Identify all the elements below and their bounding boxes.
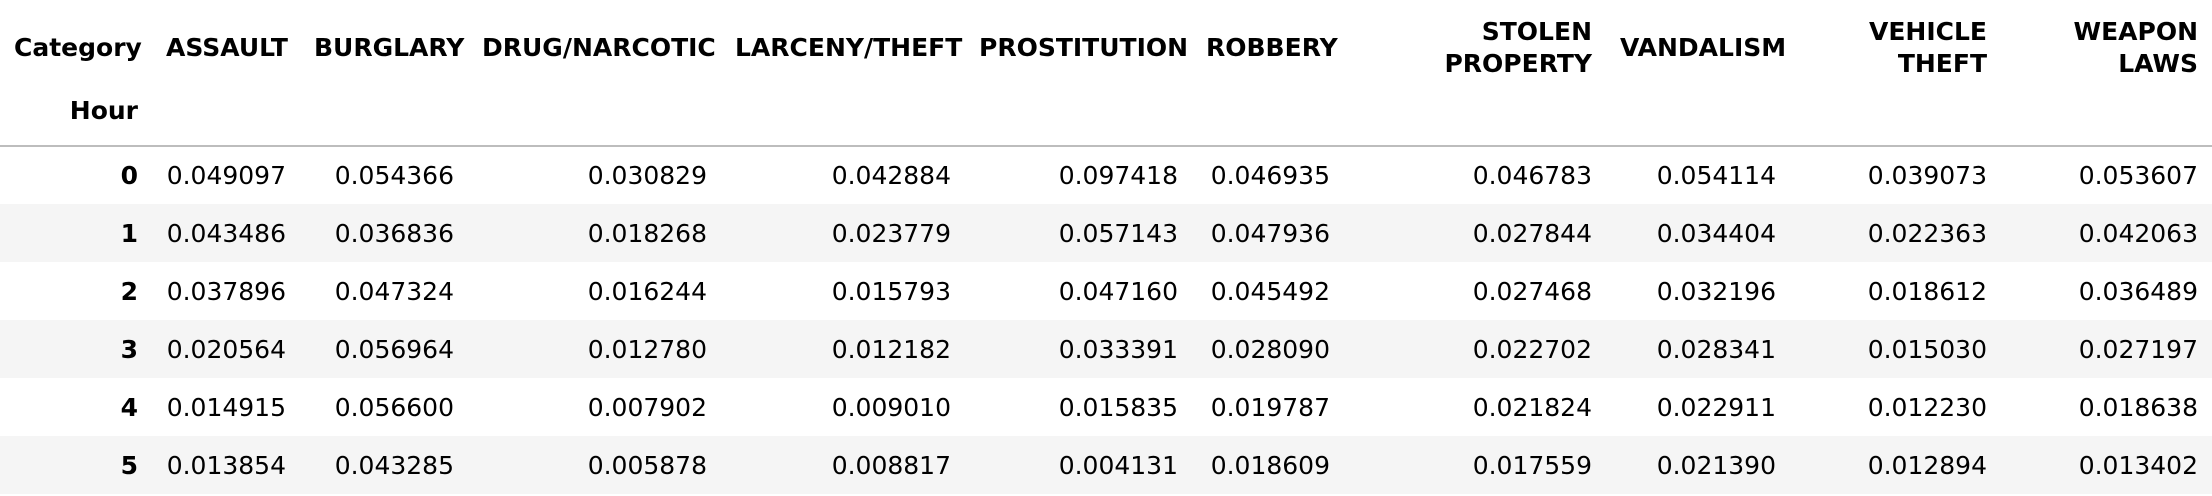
- column-header: STOLEN PROPERTY: [1444, 17, 1592, 78]
- table-cell: 0.047936: [1210, 218, 1330, 248]
- table-cell: 0.037896: [166, 276, 286, 306]
- table-row: 5 0.013854 0.043285 0.005878 0.008817 0.00413…: [0, 436, 2212, 494]
- table-cell: 0.004131: [1058, 450, 1178, 480]
- table-cell: 0.015835: [1058, 392, 1178, 422]
- table-cell: 0.022911: [1656, 392, 1776, 422]
- row-index: 4: [120, 392, 138, 422]
- table-cell: 0.030829: [587, 161, 707, 190]
- table-row: 4 0.014915 0.056600 0.007902 0.009010 0.01583…: [0, 378, 2212, 436]
- table-cell: 0.012182: [831, 334, 951, 364]
- table-row: 3 0.020564 0.056964 0.012780 0.012182 0.03339…: [0, 320, 2212, 378]
- table-cell: 0.021390: [1656, 450, 1776, 480]
- table-cell: 0.013854: [166, 450, 286, 480]
- table-cell: 0.033391: [1058, 334, 1178, 364]
- table-cell: 0.036836: [334, 218, 454, 248]
- index-header-row: Hour: [0, 88, 2212, 147]
- table-cell: 0.014915: [166, 392, 286, 422]
- table-cell: 0.005878: [587, 450, 707, 480]
- column-header: LARCENY/THEFT: [735, 33, 963, 62]
- table-cell: 0.012894: [1867, 450, 1987, 480]
- row-index: 3: [120, 334, 138, 364]
- table-cell: 0.046935: [1210, 161, 1330, 190]
- table-cell: 0.047160: [1058, 276, 1178, 306]
- table-cell: 0.016244: [587, 276, 707, 306]
- column-header: VEHICLE THEFT: [1868, 17, 1987, 78]
- row-index: 0: [120, 161, 138, 190]
- column-header-row: Category ASSAULT BURGLARY DRUG/NARCOTIC …: [0, 0, 2212, 88]
- columns-name-label: Category: [14, 33, 142, 62]
- table-cell: 0.022363: [1867, 218, 1987, 248]
- table-cell: 0.019787: [1210, 392, 1330, 422]
- table-cell: 0.042063: [2078, 218, 2198, 248]
- table-cell: 0.022702: [1472, 334, 1592, 364]
- table-cell: 0.018268: [587, 218, 707, 248]
- table-cell: 0.023779: [831, 218, 951, 248]
- table-cell: 0.036489: [2078, 276, 2198, 306]
- table-cell: 0.054366: [334, 161, 454, 190]
- column-header: ASSAULT: [166, 33, 288, 62]
- column-header: DRUG/NARCOTIC: [482, 33, 716, 62]
- column-header: BURGLARY: [314, 33, 465, 62]
- table-cell: 0.047324: [334, 276, 454, 306]
- table-cell: 0.013402: [2078, 450, 2198, 480]
- table-cell: 0.009010: [831, 392, 951, 422]
- table-cell: 0.008817: [831, 450, 951, 480]
- table-cell: 0.042884: [831, 161, 951, 190]
- table-cell: 0.018638: [2078, 392, 2198, 422]
- column-header: ROBBERY: [1206, 33, 1338, 62]
- table-row: 1 0.043486 0.036836 0.018268 0.023779 0.05714…: [0, 204, 2212, 262]
- table-cell: 0.012780: [587, 334, 707, 364]
- table-cell: 0.007902: [587, 392, 707, 422]
- table-cell: 0.018609: [1210, 450, 1330, 480]
- table-cell: 0.046783: [1472, 161, 1592, 190]
- table-cell: 0.018612: [1867, 276, 1987, 306]
- table-cell: 0.028090: [1210, 334, 1330, 364]
- table-body: 0 0.049097 0.054366 0.030829 0.042884 0.09741…: [0, 146, 2212, 494]
- table-row: 0 0.049097 0.054366 0.030829 0.042884 0.09741…: [0, 146, 2212, 204]
- table-cell: 0.028341: [1656, 334, 1776, 364]
- row-index: 5: [120, 450, 138, 480]
- table-cell: 0.053607: [2078, 161, 2198, 190]
- table-cell: 0.049097: [166, 161, 286, 190]
- table-cell: 0.027197: [2078, 334, 2198, 364]
- table-cell: 0.032196: [1656, 276, 1776, 306]
- table-header: Category ASSAULT BURGLARY DRUG/NARCOTIC …: [0, 0, 2212, 147]
- table-cell: 0.057143: [1058, 218, 1178, 248]
- table-cell: 0.056600: [334, 392, 454, 422]
- column-header: PROSTITUTION: [979, 33, 1189, 62]
- table-cell: 0.039073: [1867, 161, 1987, 190]
- table-row: 2 0.037896 0.047324 0.016244 0.015793 0.04716…: [0, 262, 2212, 320]
- column-header: VANDALISM: [1620, 33, 1787, 62]
- table-cell: 0.015793: [831, 276, 951, 306]
- table-cell: 0.043285: [334, 450, 454, 480]
- table-cell: 0.097418: [1058, 161, 1178, 190]
- table-cell: 0.056964: [334, 334, 454, 364]
- table-cell: 0.020564: [166, 334, 286, 364]
- table-cell: 0.015030: [1867, 334, 1987, 364]
- index-name-label: Hour: [0, 88, 152, 147]
- row-index: 1: [120, 218, 138, 248]
- table-cell: 0.017559: [1472, 450, 1592, 480]
- table-cell: 0.045492: [1210, 276, 1330, 306]
- row-index: 2: [120, 276, 138, 306]
- table-cell: 0.027468: [1472, 276, 1592, 306]
- table-cell: 0.021824: [1472, 392, 1592, 422]
- table-cell: 0.027844: [1472, 218, 1592, 248]
- table-cell: 0.012230: [1867, 392, 1987, 422]
- table-cell: 0.043486: [166, 218, 286, 248]
- table-cell: 0.034404: [1656, 218, 1776, 248]
- table-cell: 0.054114: [1656, 161, 1776, 190]
- column-header: WEAPON LAWS: [2073, 17, 2199, 78]
